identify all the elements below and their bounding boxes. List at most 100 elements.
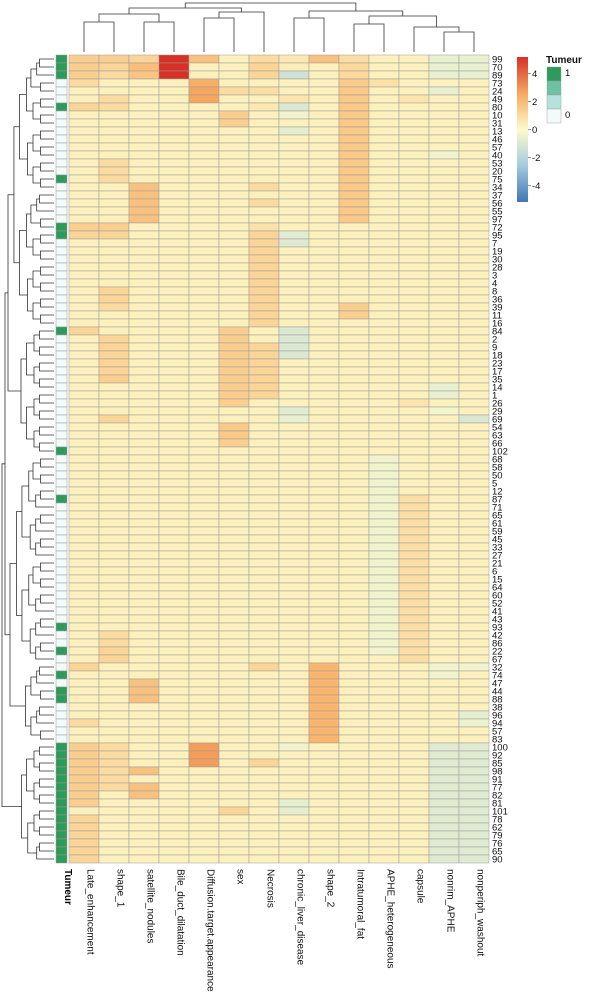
heatmap-cell: [458, 454, 490, 464]
row-label: 92: [492, 750, 503, 761]
heatmap-cell: [338, 702, 370, 712]
heatmap-cell: [98, 190, 130, 200]
heatmap-cell: [68, 710, 100, 720]
heatmap-cell: [68, 630, 100, 640]
heatmap-cell: [338, 190, 370, 200]
heatmap-cell: [128, 318, 160, 328]
heatmap-cell: [188, 566, 220, 576]
heatmap-cell: [248, 214, 280, 224]
heatmap-cell: [338, 158, 370, 168]
heatmap-cell: [308, 510, 340, 520]
tumeur-annotation-cell: [55, 742, 68, 752]
heatmap-cell: [368, 582, 400, 592]
heatmap-cell: [338, 366, 370, 376]
heatmap-cell: [158, 606, 190, 616]
heatmap-cell: [428, 638, 460, 648]
dendrogram-branch: [27, 278, 33, 312]
row-label: 38: [492, 702, 503, 713]
heatmap-cell: [338, 654, 370, 664]
heatmap-cell: [428, 110, 460, 120]
heatmap-cell: [308, 694, 340, 704]
heatmap-cell: [278, 470, 310, 480]
heatmap-cell: [98, 646, 130, 656]
heatmap-cell: [338, 782, 370, 792]
heatmap-cell: [188, 854, 220, 864]
heatmap-cell: [248, 686, 280, 696]
tumeur-legend-label: 0: [565, 110, 570, 121]
heatmap-cell: [128, 630, 160, 640]
heatmap-cell: [218, 414, 250, 424]
heatmap-cell: [428, 798, 460, 808]
heatmap-cell: [458, 742, 490, 752]
heatmap-cell: [368, 510, 400, 520]
heatmap-cell: [98, 166, 130, 176]
heatmap-cell: [458, 294, 490, 304]
row-label: 72: [492, 222, 503, 233]
heatmap-cell: [338, 686, 370, 696]
heatmap-cell: [188, 198, 220, 208]
tumeur-annotation-cell: [55, 798, 68, 808]
heatmap-cell: [248, 486, 280, 496]
heatmap-cell: [248, 174, 280, 184]
heatmap-cell: [428, 414, 460, 424]
heatmap-cell: [458, 318, 490, 328]
tumeur-annotation-cell: [55, 310, 68, 320]
heatmap-cell: [458, 126, 490, 136]
heatmap-cell: [338, 374, 370, 384]
heatmap-cell: [338, 62, 370, 72]
heatmap-cell: [218, 678, 250, 688]
dendrogram-branch: [32, 102, 41, 120]
heatmap-cell: [98, 126, 130, 136]
row-label: 2: [492, 334, 497, 345]
row-label: 84: [492, 326, 503, 337]
heatmap-cell: [368, 222, 400, 232]
heatmap-cell: [398, 62, 430, 72]
column-label: nonrim_APHE: [445, 869, 456, 933]
heatmap-cell: [188, 774, 220, 784]
heatmap-cell: [68, 646, 100, 656]
heatmap-cell: [308, 102, 340, 112]
heatmap-cell: [338, 182, 370, 192]
heatmap-cell: [308, 606, 340, 616]
heatmap-cell: [368, 254, 400, 264]
heatmap-cell: [278, 478, 310, 488]
heatmap-cell: [368, 398, 400, 408]
heatmap-cell: [368, 734, 400, 744]
heatmap-cell: [68, 382, 100, 392]
heatmap-cell: [278, 758, 310, 768]
heatmap-cell: [428, 78, 460, 88]
dendrogram-branch: [40, 458, 54, 468]
heatmap-cell: [368, 814, 400, 824]
row-label: 93: [492, 622, 503, 633]
heatmap-cell: [458, 766, 490, 776]
tumeur-annotation-cell: [55, 294, 68, 304]
heatmap-cell: [338, 822, 370, 832]
heatmap-cell: [188, 606, 220, 616]
heatmap-cell: [308, 822, 340, 832]
heatmap-cell: [428, 398, 460, 408]
heatmap-cell: [248, 238, 280, 248]
heatmap-cell: [338, 262, 370, 272]
heatmap-cell: [278, 742, 310, 752]
heatmap-cell: [428, 726, 460, 736]
dendrogram-branch: [40, 114, 54, 124]
column-dendrogram: [83, 2, 475, 52]
heatmap-cell: [218, 206, 250, 216]
heatmap-cell: [248, 142, 280, 152]
heatmap-cell: [188, 214, 220, 224]
heatmap-cell: [188, 54, 220, 64]
heatmap-cell: [158, 134, 190, 144]
heatmap-cell: [458, 110, 490, 120]
heatmap-cell: [398, 726, 430, 736]
heatmap-cell: [98, 134, 130, 144]
heatmap-cell: [188, 230, 220, 240]
heatmap-cell: [338, 238, 370, 248]
heatmap-cell: [428, 262, 460, 272]
row-label: 33: [492, 542, 503, 553]
heatmap-cell: [458, 262, 490, 272]
heatmap-cell: [458, 350, 490, 360]
heatmap-cell: [248, 638, 280, 648]
heatmap-cell: [278, 534, 310, 544]
heatmap-cell: [338, 438, 370, 448]
heatmap-cell: [218, 574, 250, 584]
